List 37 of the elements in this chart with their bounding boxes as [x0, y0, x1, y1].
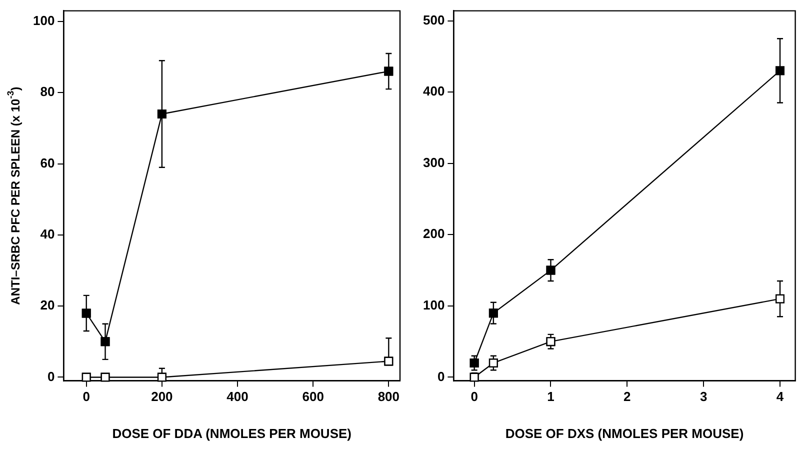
x-axis-title: DOSE OF DXS (NMOLES PER MOUSE) [505, 426, 744, 441]
point [157, 109, 166, 118]
y-axis-title: ANTI–SRBC PFC PER SPLEEN (x 10-3) [5, 86, 22, 305]
y-tick-label: 40 [40, 226, 55, 242]
x-tick-label: 0 [470, 389, 478, 404]
point [546, 266, 556, 275]
point [82, 308, 91, 318]
x-tick-label: 400 [226, 389, 248, 404]
x-tick-label: 200 [151, 389, 173, 404]
y-tick-label: 20 [40, 298, 55, 313]
x-tick-label: 600 [302, 389, 324, 404]
point [384, 356, 394, 366]
point [776, 66, 785, 76]
y-tick-label: 80 [40, 84, 55, 100]
point [384, 66, 394, 76]
point [488, 308, 498, 318]
x-tick-label: 1 [547, 389, 554, 404]
point [100, 337, 110, 346]
y-tick-label: 200 [422, 226, 445, 242]
point [546, 337, 556, 346]
y-tick-label: 500 [422, 12, 445, 28]
y-tick-label: 100 [32, 13, 55, 28]
x-tick-label: 800 [378, 389, 400, 404]
x-tick-label: 0 [82, 389, 90, 404]
y-tick-label: 0 [47, 368, 55, 384]
y-tick-label: 400 [422, 84, 445, 99]
y-tick-label: 60 [40, 155, 55, 170]
y-tick-label: 100 [422, 298, 445, 313]
x-tick-label: 3 [700, 389, 708, 404]
point [776, 294, 785, 304]
x-axis-title: DOSE OF DDA (NMOLES PER MOUSE) [112, 426, 352, 441]
x-tick-label: 2 [624, 389, 631, 404]
y-tick-label: 300 [422, 154, 445, 170]
y-tick-label: 0 [437, 368, 445, 384]
point [488, 358, 498, 368]
x-tick-label: 4 [776, 389, 784, 404]
point [470, 358, 479, 368]
